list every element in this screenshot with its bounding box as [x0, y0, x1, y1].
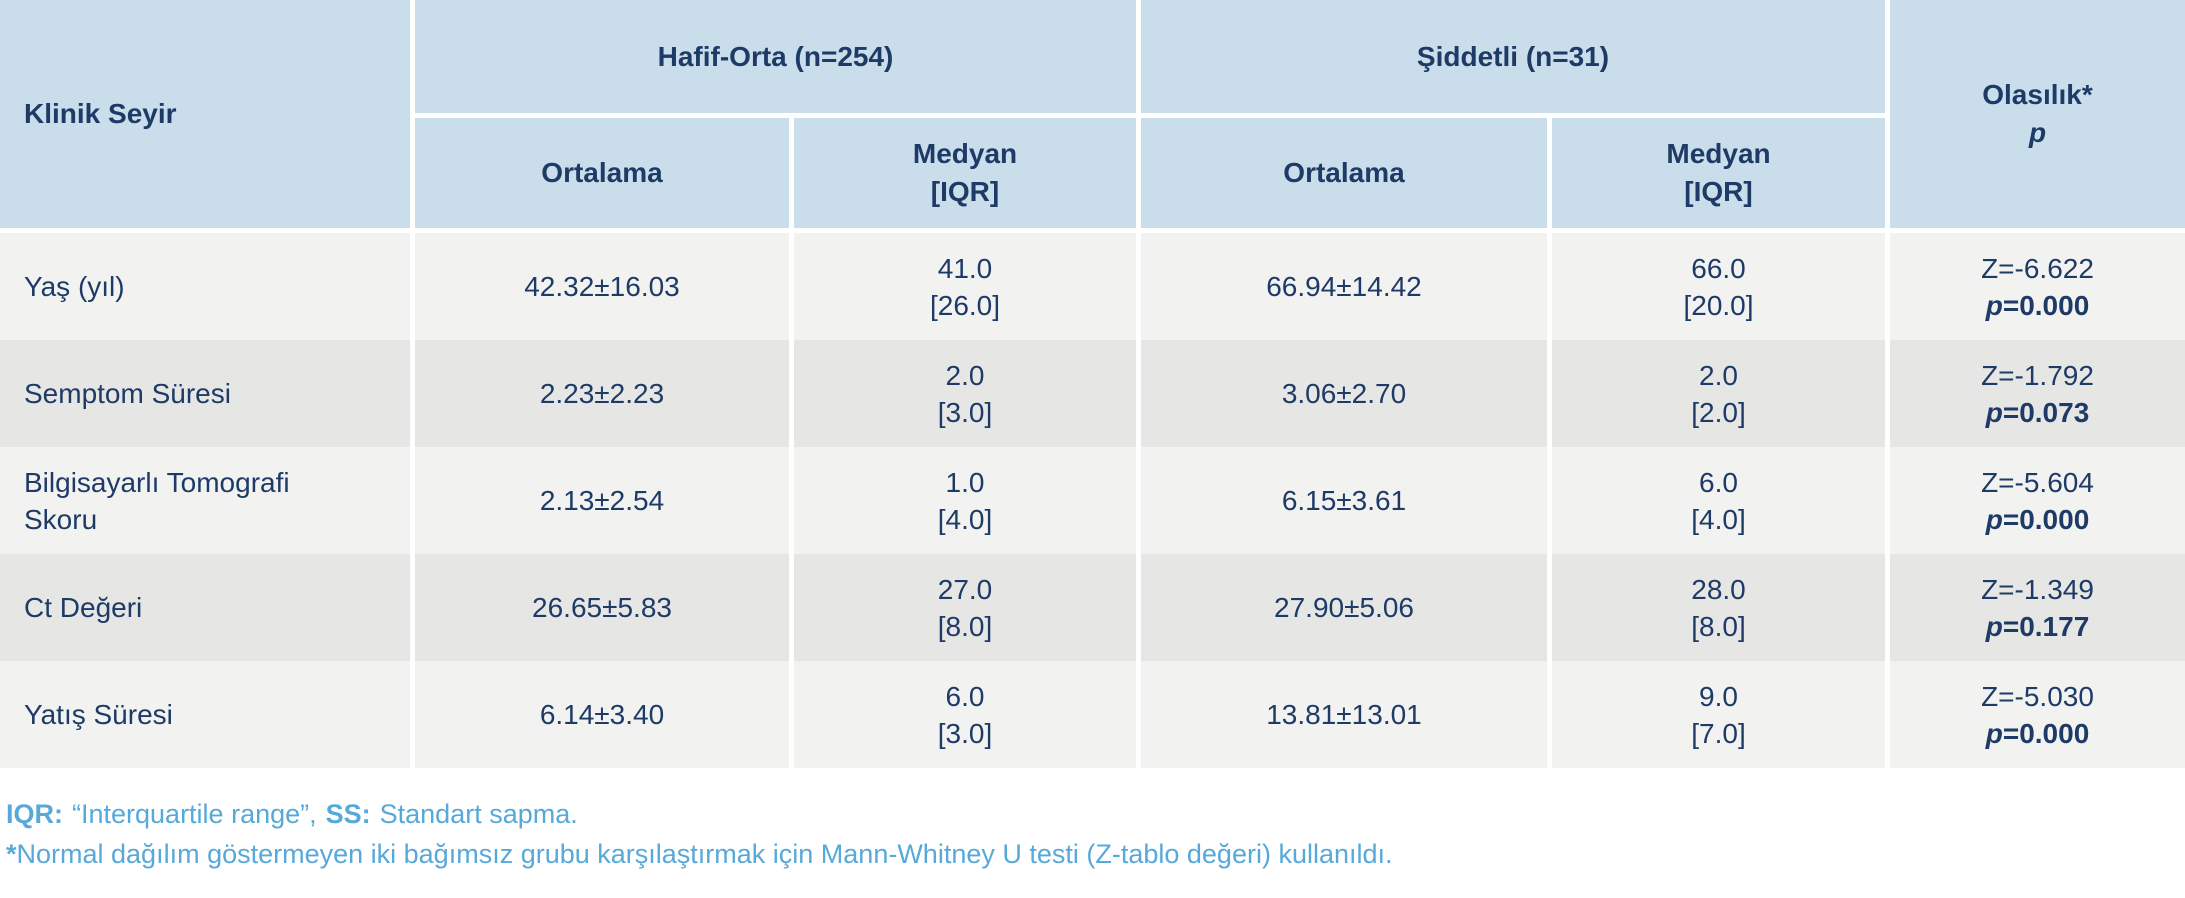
pvalue-cell: Z=-5.604 p=0.000 — [1890, 447, 2185, 554]
footnote-abbreviations: IQR: “Interquartile range”, SS: Standart sa… — [6, 794, 2185, 834]
mean-cell-hafif: 42.32±16.03 — [415, 233, 794, 340]
table-row: Semptom Süresi 2.23±2.23 2.0 [3.0] 3.06±… — [0, 340, 2185, 447]
footnotes: IQR: “Interquartile range”, SS: Standart sa… — [6, 794, 2185, 874]
pvalue-cell: Z=-1.792 p=0.073 — [1890, 340, 2185, 447]
median-cell-hafif: 2.0 [3.0] — [794, 340, 1141, 447]
subheader-medyan-siddetli: Medyan [IQR] — [1552, 118, 1890, 233]
subheader-ortalama-hafif: Ortalama — [415, 118, 794, 233]
z-value: Z=-5.604 — [1981, 466, 2094, 498]
row-label: Ct Değeri — [24, 592, 143, 623]
subheader-medyan-hafif: Medyan [IQR] — [794, 118, 1141, 233]
mean-cell-siddetli: 3.06±2.70 — [1141, 340, 1552, 447]
median-cell-hafif: 41.0 [26.0] — [794, 233, 1141, 340]
p-value: p=0.000 — [1985, 503, 2090, 535]
p-value: p=0.000 — [1985, 289, 2090, 321]
mean-cell-siddetli: 13.81±13.01 — [1141, 661, 1552, 768]
header-olasilik-p: p — [2028, 117, 2047, 148]
group-header-row: Klinik Seyir Hafif-Orta (n=254) Şiddetli… — [0, 0, 2185, 233]
pvalue-cell: Z=-5.030 p=0.000 — [1890, 661, 2185, 768]
p-value: p=0.177 — [1985, 610, 2090, 642]
table-row: Ct Değeri 26.65±5.83 27.0 [8.0] 27.90±5.… — [0, 554, 2185, 661]
table-header: Klinik Seyir Hafif-Orta (n=254) Şiddetli… — [0, 0, 2185, 233]
subheader-ortalama-siddetli: Ortalama — [1141, 118, 1552, 233]
table-row: Yatış Süresi 6.14±3.40 6.0 [3.0] 13.81±1… — [0, 661, 2185, 768]
row-label-cell: Ct Değeri — [0, 554, 415, 661]
header-klinik-seyir: Klinik Seyir — [0, 0, 415, 233]
row-label: Semptom Süresi — [24, 378, 231, 409]
row-label: Yaş (yıl) — [24, 271, 125, 302]
median-cell-siddetli: 6.0 [4.0] — [1552, 447, 1890, 554]
header-olasilik-line1: Olasılık* — [1982, 79, 2093, 110]
z-value: Z=-1.349 — [1981, 573, 2094, 605]
table-row: Bilgisayarlı Tomografi Skoru 2.13±2.54 1… — [0, 447, 2185, 554]
footnote-def-ss: Standart sapma. — [379, 799, 578, 829]
row-label-cell: Semptom Süresi — [0, 340, 415, 447]
median-cell-hafif: 27.0 [8.0] — [794, 554, 1141, 661]
median-cell-siddetli: 28.0 [8.0] — [1552, 554, 1890, 661]
table-row: Yaş (yıl) 42.32±16.03 41.0 [26.0] 66.94±… — [0, 233, 2185, 340]
median-cell-hafif: 6.0 [3.0] — [794, 661, 1141, 768]
z-value: Z=-6.622 — [1981, 252, 2094, 284]
median-cell-siddetli: 2.0 [2.0] — [1552, 340, 1890, 447]
table-body: Yaş (yıl) 42.32±16.03 41.0 [26.0] 66.94±… — [0, 233, 2185, 768]
mean-cell-hafif: 2.23±2.23 — [415, 340, 794, 447]
median-cell-siddetli: 66.0 [20.0] — [1552, 233, 1890, 340]
footnote-def-iqr: “Interquartile range”, — [72, 799, 317, 829]
row-label: Bilgisayarlı Tomografi Skoru — [24, 466, 290, 535]
row-label-cell: Yatış Süresi — [0, 661, 415, 768]
group-header-hafif-orta: Hafif-Orta (n=254) — [415, 0, 1141, 118]
pvalue-cell: Z=-6.622 p=0.000 — [1890, 233, 2185, 340]
clinical-course-table: Klinik Seyir Hafif-Orta (n=254) Şiddetli… — [0, 0, 2185, 768]
z-value: Z=-1.792 — [1981, 359, 2094, 391]
footnote-asterisk: * — [6, 839, 17, 869]
sub-header-row: Ortalama Medyan [IQR] Ortalama Medyan [I… — [0, 118, 2185, 233]
footnote-term-iqr: IQR: — [6, 799, 63, 829]
mean-cell-siddetli: 66.94±14.42 — [1141, 233, 1552, 340]
row-label: Yatış Süresi — [24, 699, 173, 730]
p-value: p=0.073 — [1985, 396, 2090, 428]
footnote-method-text: Normal dağılım göstermeyen iki bağımsız … — [16, 839, 1393, 869]
header-olasilik: Olasılık* p — [1890, 0, 2185, 233]
mean-cell-hafif: 6.14±3.40 — [415, 661, 794, 768]
footnote-term-ss: SS: — [325, 799, 371, 829]
footnote-method: *Normal dağılım göstermeyen iki bağımsız… — [6, 834, 2185, 874]
median-cell-siddetli: 9.0 [7.0] — [1552, 661, 1890, 768]
pvalue-cell: Z=-1.349 p=0.177 — [1890, 554, 2185, 661]
row-label-cell: Yaş (yıl) — [0, 233, 415, 340]
mean-cell-siddetli: 6.15±3.61 — [1141, 447, 1552, 554]
p-value: p=0.000 — [1985, 717, 2090, 749]
group-header-siddetli: Şiddetli (n=31) — [1141, 0, 1890, 118]
mean-cell-siddetli: 27.90±5.06 — [1141, 554, 1552, 661]
row-label-cell: Bilgisayarlı Tomografi Skoru — [0, 447, 415, 554]
mean-cell-hafif: 26.65±5.83 — [415, 554, 794, 661]
mean-cell-hafif: 2.13±2.54 — [415, 447, 794, 554]
z-value: Z=-5.030 — [1981, 680, 2094, 712]
median-cell-hafif: 1.0 [4.0] — [794, 447, 1141, 554]
